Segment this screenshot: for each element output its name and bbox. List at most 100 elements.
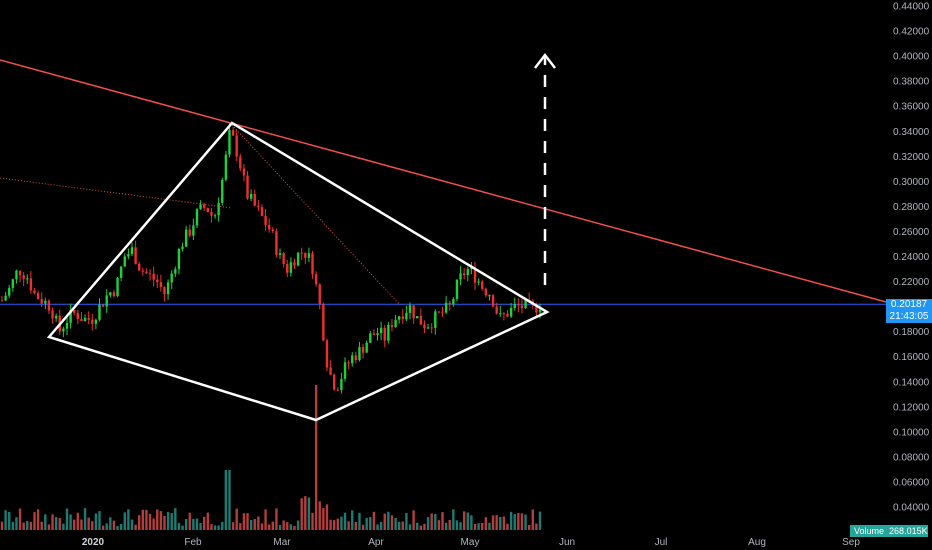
volume-bar bbox=[239, 523, 242, 530]
candle-body bbox=[109, 292, 112, 296]
candle-body bbox=[304, 252, 307, 258]
candle-body bbox=[311, 253, 314, 275]
candle-body bbox=[123, 256, 126, 267]
candle-body bbox=[174, 269, 177, 274]
candle-body bbox=[119, 266, 123, 278]
candle-body bbox=[271, 229, 275, 232]
volume-bar bbox=[109, 517, 112, 530]
candle-body bbox=[397, 316, 401, 320]
candle-body bbox=[325, 340, 329, 368]
price-tick-label: 0.26000 bbox=[893, 227, 930, 238]
candle-body bbox=[423, 324, 426, 329]
volume-bar bbox=[249, 519, 253, 530]
price-tick-label: 0.32000 bbox=[893, 152, 930, 163]
volume-bar bbox=[502, 516, 506, 530]
candle-body bbox=[488, 295, 491, 297]
candle-body bbox=[33, 290, 36, 294]
price-tick-label: 0.14000 bbox=[893, 377, 930, 388]
volume-bar bbox=[224, 470, 228, 530]
target-arrow-head bbox=[534, 52, 556, 69]
volume-bar bbox=[15, 517, 18, 530]
price-tick-label: 0.42000 bbox=[893, 27, 930, 38]
volume-bar bbox=[347, 521, 350, 530]
price-axis[interactable]: 0.44000 0.42000 0.40000 0.38000 0.36000 0.340… bbox=[893, 2, 930, 514]
volume-bar bbox=[383, 513, 386, 530]
candle-body bbox=[369, 333, 372, 343]
drawings-layer bbox=[0, 52, 887, 422]
candle-body bbox=[351, 355, 354, 364]
volume-bar bbox=[235, 508, 238, 530]
candle-body bbox=[15, 270, 18, 280]
volume-bar bbox=[416, 522, 419, 530]
volume-bar bbox=[26, 520, 29, 530]
volume-bar bbox=[253, 518, 256, 530]
volume-bar bbox=[278, 525, 282, 530]
volume-bar bbox=[296, 520, 300, 530]
price-tick-label: 0.34000 bbox=[893, 127, 930, 138]
volume-bar bbox=[484, 517, 488, 530]
volume-bar bbox=[520, 513, 524, 530]
volume-bar bbox=[488, 522, 491, 530]
candle-body bbox=[401, 316, 404, 320]
candle-body bbox=[134, 247, 137, 264]
volume-bar bbox=[289, 524, 293, 530]
volume-bar bbox=[412, 510, 415, 530]
candle-body bbox=[51, 310, 54, 319]
candle-body bbox=[517, 304, 520, 306]
volume-bar bbox=[130, 519, 134, 530]
volume-bar bbox=[441, 512, 444, 530]
volume-bar bbox=[260, 523, 264, 530]
time-tick-label: Jun bbox=[559, 537, 575, 548]
volume-bar bbox=[91, 521, 94, 530]
volume-bar bbox=[390, 515, 394, 530]
candle-body bbox=[199, 204, 202, 210]
candle-body bbox=[184, 229, 188, 247]
time-axis[interactable]: 2020 Feb Mar Apr May Jun Jul Aug Sep bbox=[82, 537, 860, 548]
volume-bar bbox=[517, 513, 520, 530]
volume-bar bbox=[267, 524, 271, 530]
price-tick-label: 0.08000 bbox=[893, 452, 930, 463]
volume-bar bbox=[264, 509, 267, 530]
candle-body bbox=[22, 275, 25, 279]
volume-bar bbox=[506, 523, 509, 530]
volume-bar bbox=[80, 519, 83, 530]
candle-body bbox=[188, 229, 191, 236]
volume-bar bbox=[76, 512, 80, 530]
price-tick-label: 0.10000 bbox=[893, 427, 930, 438]
volume-bar bbox=[0, 521, 4, 530]
volume-bar bbox=[351, 510, 354, 530]
candle-body bbox=[495, 306, 498, 314]
volume-bar bbox=[195, 518, 199, 530]
candle-body bbox=[239, 156, 242, 169]
candle-body bbox=[253, 193, 256, 206]
candle-body bbox=[166, 282, 170, 295]
candle-body bbox=[419, 316, 423, 325]
candle-body bbox=[246, 175, 249, 199]
volume-bar bbox=[387, 511, 390, 530]
candle-body bbox=[206, 207, 210, 213]
candle-body bbox=[394, 319, 397, 328]
price-tick-label: 0.06000 bbox=[893, 477, 930, 488]
volume-bar bbox=[318, 501, 321, 530]
volume-bar bbox=[354, 521, 358, 530]
volume-bar bbox=[22, 522, 25, 530]
volume-bar bbox=[148, 513, 152, 530]
volume-bar bbox=[462, 511, 466, 530]
candle-body bbox=[98, 304, 101, 320]
volume-bar bbox=[419, 525, 423, 530]
time-tick-label: Aug bbox=[748, 537, 766, 548]
candle-body bbox=[94, 319, 98, 324]
candle-body bbox=[376, 333, 379, 335]
volume-bar bbox=[156, 509, 159, 530]
candle-body bbox=[83, 317, 87, 322]
candle-body bbox=[36, 293, 40, 299]
candle-body bbox=[412, 305, 415, 319]
candle-body bbox=[289, 262, 293, 273]
price-tick-label: 0.04000 bbox=[893, 503, 930, 514]
volume-bar bbox=[535, 523, 538, 530]
volume-bar bbox=[455, 520, 459, 530]
volume-bar bbox=[271, 521, 275, 530]
volume-bar bbox=[452, 509, 455, 530]
volume-bar bbox=[481, 523, 484, 530]
